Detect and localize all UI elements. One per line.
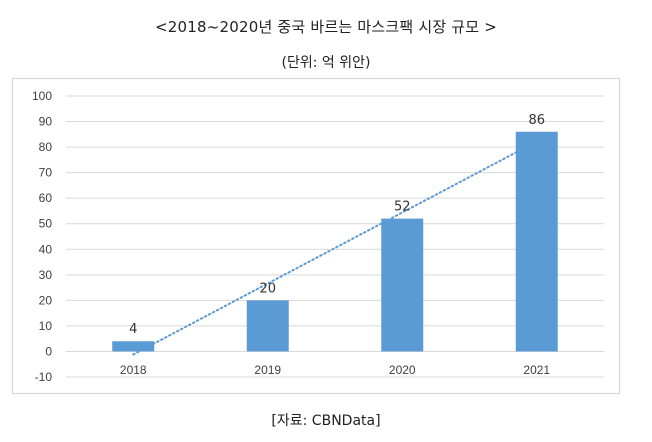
- y-tick-label: 70: [39, 166, 53, 180]
- x-tick-label: 2021: [523, 363, 550, 377]
- trendline-layer: [132, 140, 538, 356]
- y-tick-label: 80: [39, 140, 53, 154]
- y-tick-label: 30: [39, 268, 53, 282]
- gridlines: [66, 95, 604, 378]
- y-tick-label: 40: [39, 242, 53, 256]
- y-tick-label: 60: [39, 191, 53, 205]
- data-label: 4: [129, 322, 137, 337]
- data-label: 52: [394, 200, 411, 215]
- x-axis-ticks: 2018 2019 2020 2021: [120, 363, 551, 377]
- y-tick-label: 100: [32, 89, 52, 103]
- bars: [112, 131, 558, 352]
- bar-2019: [246, 300, 289, 352]
- bar-2018: [112, 341, 155, 352]
- y-tick-label: 0: [45, 344, 52, 358]
- unit-note: (단위: 억 위안): [281, 55, 371, 71]
- source-note: [자료: CBNData]: [271, 413, 381, 429]
- bar-2020: [381, 218, 424, 352]
- y-axis-ticks: -10 0 10 20 30 40 50 60 70 80 90 100: [32, 89, 52, 384]
- trendline: [132, 140, 538, 356]
- chart-title: <2018~2020년 중국 바르는 마스크팩 시장 규모 >: [154, 18, 498, 36]
- x-tick-label: 2019: [254, 363, 281, 377]
- y-tick-label: 20: [39, 293, 53, 307]
- data-labels: 4 20 52 86: [129, 113, 545, 337]
- x-tick-label: 2020: [389, 363, 416, 377]
- y-tick-label: 10: [39, 319, 53, 333]
- bar-2021: [515, 131, 558, 352]
- data-label: 86: [528, 113, 545, 128]
- x-tick-label: 2018: [120, 363, 147, 377]
- y-tick-label: -10: [35, 370, 53, 384]
- y-tick-label: 50: [39, 217, 53, 231]
- y-tick-label: 90: [39, 115, 53, 129]
- data-label: 20: [259, 281, 276, 296]
- chart-frame: [12, 78, 620, 394]
